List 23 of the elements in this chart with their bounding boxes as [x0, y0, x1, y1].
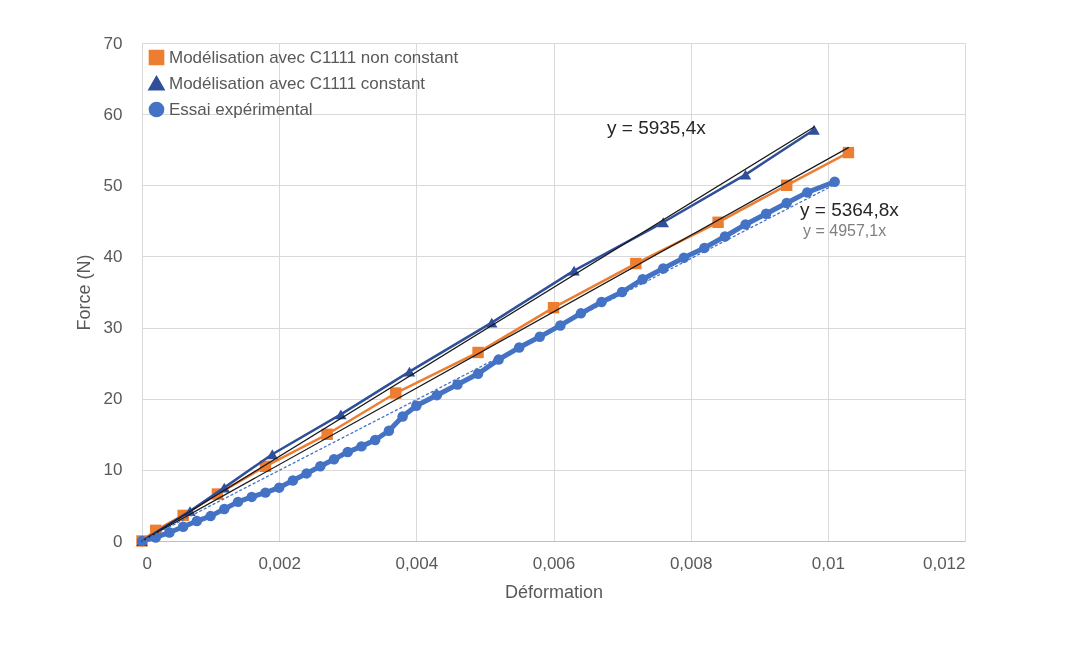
x-axis-title: Déformation	[504, 581, 604, 602]
x-tick-label: 0,006	[532, 553, 576, 573]
legend-label: Essai expérimental	[169, 99, 313, 119]
y-tick-label: 40	[103, 246, 123, 266]
y-tick-label: 50	[103, 175, 123, 195]
y-tick-label: 20	[103, 389, 123, 409]
x-tick-label: 0,008	[669, 553, 713, 573]
legend-label: Modélisation avec C1111 constant	[169, 73, 426, 93]
annotation: y = 5935,4x	[607, 117, 707, 138]
annotation: y = 5364,8x	[800, 199, 900, 220]
y-tick-label: 60	[103, 104, 123, 124]
legend-label: Modélisation avec C1111 non constant	[169, 47, 459, 67]
x-tick-label: 0,01	[811, 553, 845, 573]
y-tick-label: 30	[103, 318, 123, 338]
annotation: y = 4957,1x	[803, 222, 887, 239]
y-tick-label: 10	[103, 460, 123, 480]
x-tick-label: 0,004	[395, 553, 439, 573]
x-tick-label: 0,002	[258, 553, 301, 573]
x-tick-label: 0,012	[922, 553, 966, 573]
y-tick-label: 0	[113, 531, 123, 551]
x-tick-label: 0	[142, 553, 152, 573]
y-tick-label: 70	[103, 33, 123, 53]
y-axis-title: Force (N)	[73, 254, 94, 331]
